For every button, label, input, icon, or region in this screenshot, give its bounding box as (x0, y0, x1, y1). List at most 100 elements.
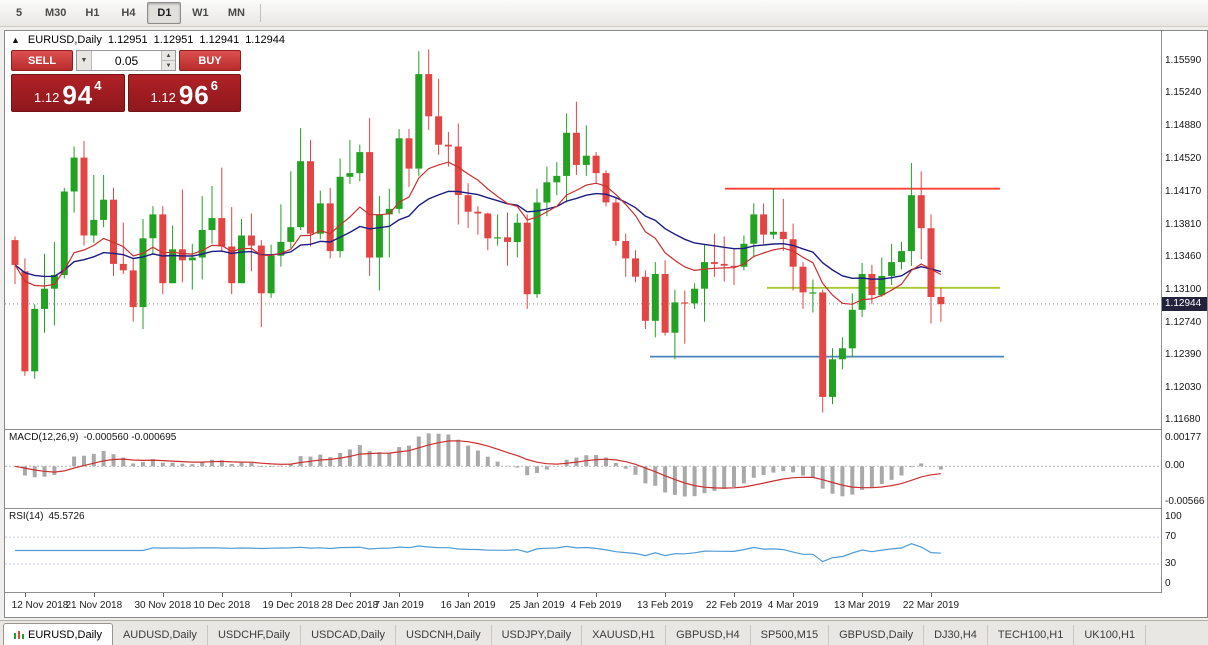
tab-label: TECH100,H1 (997, 629, 1064, 641)
volume-increase-button[interactable]: ▲ (162, 51, 175, 61)
price-tick-label: 1.12740 (1165, 316, 1202, 328)
time-tick (596, 593, 598, 597)
time-tick (221, 593, 223, 597)
tab-label: GBPUSD,Daily (839, 629, 914, 641)
tab-label: USDCHF,Daily (217, 629, 291, 641)
rsi-axis-label: 70 (1165, 531, 1177, 543)
period-button-d1[interactable]: D1 (147, 2, 182, 24)
chart-window: ▲ EURUSD,Daily 1.12951 1.12951 1.12941 1… (4, 30, 1208, 618)
tab-gbpusd-daily[interactable]: GBPUSD,Daily (829, 625, 925, 645)
tab-usdcad-daily[interactable]: USDCAD,Daily (301, 625, 397, 645)
panel-separator[interactable] (5, 592, 1207, 593)
rsi-value: 45.5726 (48, 511, 85, 522)
volume-decrease-button[interactable]: ▼ (162, 61, 175, 70)
date-label: 13 Feb 2019 (637, 600, 694, 611)
period-button-w1[interactable]: W1 (192, 7, 209, 19)
collapse-trade-panel-icon[interactable]: ▲ (11, 35, 20, 45)
tab-dj30-h4[interactable]: DJ30,H4 (924, 625, 988, 645)
tab-tech100-h1[interactable]: TECH100,H1 (988, 625, 1075, 645)
tab-xauusd-h1[interactable]: XAUUSD,H1 (582, 625, 667, 645)
tab-label: XAUUSD,H1 (592, 629, 656, 641)
price-tick-label: 1.11680 (1165, 413, 1201, 425)
chart-header: ▲ EURUSD,Daily 1.12951 1.12951 1.12941 1… (11, 34, 285, 46)
date-label: 13 Mar 2019 (834, 600, 891, 611)
tab-label: SP500,M15 (760, 629, 819, 641)
buy-price-prefix: 1.12 (150, 90, 176, 105)
time-tick (537, 593, 538, 597)
date-label: 28 Dec 2018 (321, 600, 379, 611)
price-tick-label: 1.13460 (1165, 250, 1202, 262)
tab-label: AUDUSD,Daily (122, 629, 197, 641)
chart-symbol-label: EURUSD,Daily (27, 34, 102, 46)
tab-bar: EURUSD,Daily AUDUSD,Daily USDCHF,Daily USDC… (0, 620, 1208, 645)
macd-axis-label: -0.00566 (1165, 496, 1205, 507)
volume-value[interactable]: 0.05 (114, 53, 139, 68)
macd-signal-line (14, 440, 941, 489)
one-click-trading-panel: SELL ▼ 0.05 ▲ ▼ BUY 1.12 94 4 1.12 96 6 (11, 50, 241, 112)
chart-icon (14, 630, 24, 640)
period-button-5[interactable]: 5 (15, 7, 23, 19)
price-tick-label: 1.13810 (1165, 218, 1202, 230)
price-tick-label: 1.15590 (1165, 55, 1202, 67)
buy-price-display[interactable]: 1.12 96 6 (127, 74, 241, 112)
tab-label: USDCNH,Daily (406, 629, 481, 641)
ma-fast-line (14, 161, 942, 305)
tab-usdcnh-daily[interactable]: USDCNH,Daily (396, 625, 492, 645)
date-label: 21 Nov 2018 (65, 600, 123, 611)
rsi-axis-label: 0 (1165, 578, 1171, 589)
toolbar-separator (260, 4, 262, 22)
buy-price-sup: 6 (210, 78, 218, 93)
date-label: 7 Jan 2019 (374, 600, 424, 611)
buy-button[interactable]: BUY (179, 50, 241, 71)
ma-slow-line (14, 190, 942, 280)
rsi-chart[interactable] (5, 509, 1163, 592)
tab-label: GBPUSD,H4 (676, 629, 740, 641)
panel-separator[interactable] (5, 508, 1207, 509)
tab-usdchf-daily[interactable]: USDCHF,Daily (208, 625, 302, 645)
date-label: 4 Feb 2019 (570, 600, 622, 611)
tab-label: UK100,H1 (1084, 629, 1136, 641)
period-button-h1[interactable]: H1 (85, 7, 100, 19)
sell-button[interactable]: SELL (11, 50, 73, 71)
volume-control[interactable]: ▼ 0.05 ▲ ▼ (76, 50, 176, 71)
period-button-mn[interactable]: MN (227, 7, 245, 19)
tab-gbpusd-h4[interactable]: GBPUSD,H4 (666, 625, 751, 645)
time-tick (931, 593, 932, 597)
volume-dropdown-icon[interactable]: ▼ (77, 51, 92, 70)
tab-label: DJ30,H4 (934, 629, 977, 641)
tab-usdjpy-daily[interactable]: USDJPY,Daily (492, 625, 583, 645)
macd-label: MACD(12,26,9) -0.000560 -0.000695 (9, 432, 177, 443)
tab-uk100-h1[interactable]: UK100,H1 (1074, 625, 1147, 645)
panel-separator[interactable] (5, 429, 1207, 430)
time-tick (290, 593, 292, 597)
timeframe-toolbar: 5 M30 H1 H4 D1 W1 MN (0, 0, 1208, 27)
rsi-axis-label: 100 (1165, 511, 1182, 522)
time-tick (665, 593, 667, 597)
ohlc-open: 1.12951 (107, 34, 148, 46)
time-axis[interactable]: 12 Nov 2018 21 Nov 2018 30 Nov 2018 10 Dec … (5, 593, 1163, 617)
date-label: 22 Mar 2019 (902, 600, 960, 611)
tab-sp500-m15[interactable]: SP500,M15 (751, 625, 830, 645)
macd-chart[interactable] (5, 430, 1163, 508)
time-tick (793, 593, 795, 597)
tab-eurusd-daily[interactable]: EURUSD,Daily (3, 623, 113, 645)
sell-price-sup: 4 (94, 78, 102, 93)
sell-price-prefix: 1.12 (34, 90, 60, 105)
price-chart[interactable] (5, 31, 1163, 429)
time-tick (349, 593, 351, 597)
time-tick (862, 593, 864, 597)
price-tick-label: 1.13100 (1165, 283, 1202, 295)
date-label: 30 Nov 2018 (134, 600, 192, 611)
date-label: 22 Feb 2019 (705, 600, 763, 611)
date-label: 4 Mar 2019 (767, 600, 819, 611)
period-button-m30[interactable]: M30 (45, 7, 67, 19)
period-button-h4[interactable]: H4 (121, 7, 136, 19)
tab-audusd-daily[interactable]: AUDUSD,Daily (113, 625, 208, 645)
current-price-badge: 1.12944 (1162, 296, 1207, 311)
time-tick (734, 593, 735, 597)
sell-price-display[interactable]: 1.12 94 4 (11, 74, 125, 112)
tab-label: EURUSD,Daily (28, 628, 102, 641)
time-tick (93, 593, 95, 597)
macd-axis-label: 0.00 (1165, 460, 1185, 472)
sell-price-big: 94 (62, 80, 94, 110)
